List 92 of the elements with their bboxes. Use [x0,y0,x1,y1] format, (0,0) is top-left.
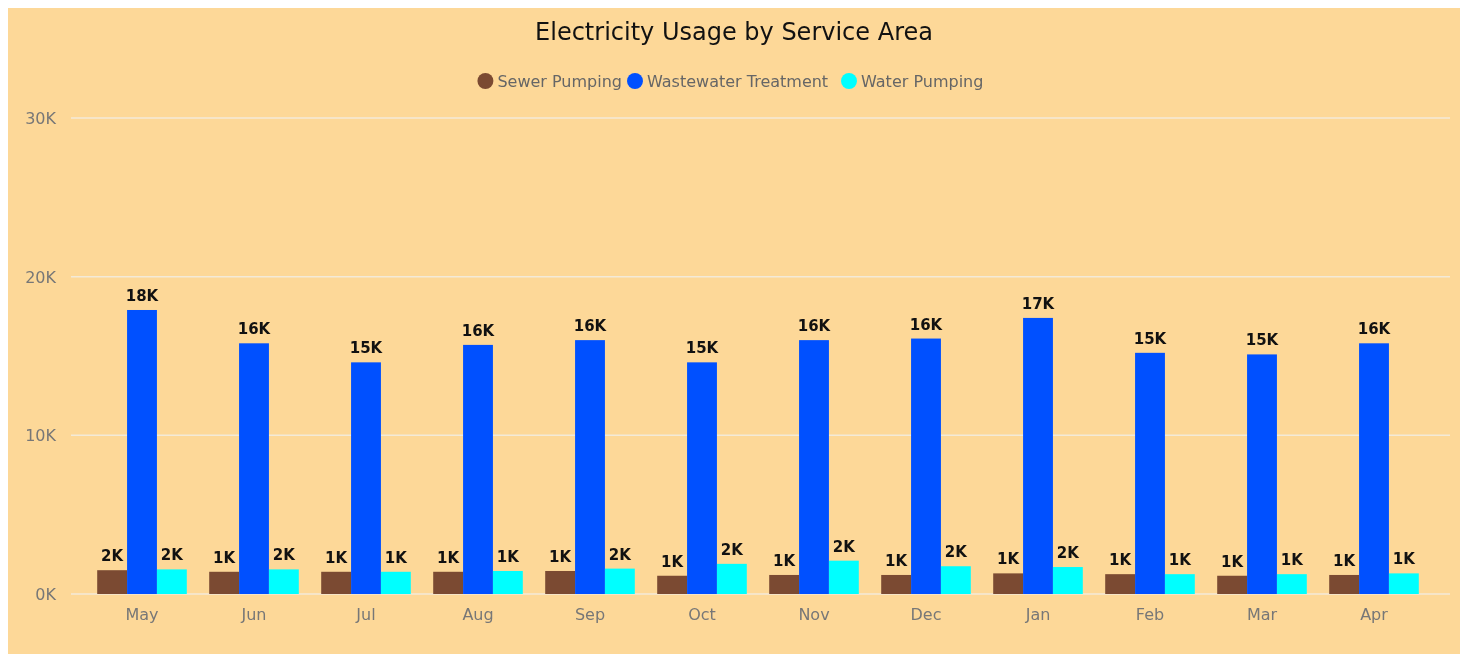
x-tick-label: Aug [462,605,494,624]
bar [1247,354,1277,594]
bar [156,569,187,594]
x-tick-label: Apr [1360,605,1389,624]
data-label: 1K [384,548,409,567]
bar [575,340,605,594]
bar [799,340,829,594]
data-label: 2K [720,540,745,559]
bar [1135,352,1165,594]
bar [604,568,635,594]
data-label: 1K [773,551,797,570]
data-label: 1K [997,550,1021,569]
bar [716,563,747,594]
data-label: 17K [1021,294,1056,313]
bar [209,571,240,594]
bar [1359,343,1389,594]
bar [463,344,493,594]
data-label: 16K [461,321,496,340]
data-label: 1K [661,552,685,571]
bar [239,343,269,594]
x-tick-label: Nov [798,605,830,624]
bar [1329,574,1360,594]
bar [492,570,523,594]
bar [911,338,941,594]
bar [687,362,717,594]
data-label: 16K [1357,320,1392,339]
chart-title: Electricity Usage by Service Area [535,18,933,46]
bar [351,362,381,594]
y-tick-label: 0K [35,585,57,604]
data-label: 1K [325,548,349,567]
legend-label: Wastewater Treatment [647,72,829,91]
bar [993,573,1024,594]
data-label: 2K [944,543,969,562]
data-label: 1K [1168,551,1193,570]
data-label: 2K [832,537,857,556]
data-label: 1K [1280,551,1305,570]
data-label: 1K [549,547,573,566]
x-tick-label: Oct [688,605,716,624]
bar [1164,574,1195,594]
bar [433,571,464,594]
bar [769,574,800,594]
bar [881,574,912,594]
data-label: 15K [1133,329,1168,348]
data-label: 18K [125,286,160,305]
data-label: 15K [1245,331,1280,350]
x-tick-label: Dec [910,605,942,624]
x-tick-label: Mar [1246,605,1278,624]
bar [380,571,411,594]
bar [321,571,352,594]
data-label: 1K [1109,551,1133,570]
bar [1023,317,1053,594]
data-label: 2K [608,545,633,564]
y-tick-label: 30K [25,109,57,128]
data-label: 16K [797,317,832,336]
data-label: 1K [1221,552,1245,571]
data-label: 1K [885,551,909,570]
legend-label: Sewer Pumping [497,72,622,91]
data-label: 1K [213,548,237,567]
bar [97,570,128,594]
bar [940,566,971,594]
bar [1105,574,1136,594]
bar [1217,575,1248,594]
data-label: 16K [237,320,272,339]
data-label: 15K [685,339,720,358]
data-label: 2K [1056,544,1081,563]
data-label: 1K [496,547,521,566]
bar [1052,567,1083,594]
y-tick-label: 20K [25,267,57,287]
x-tick-label: Jan [1024,605,1051,624]
data-label: 1K [437,548,461,567]
bar [657,575,688,594]
data-label: 16K [573,317,608,336]
bar [127,309,157,594]
y-tick-label: 10K [25,426,57,446]
data-label: 2K [101,547,125,566]
bar [545,570,576,594]
bar [1276,574,1307,594]
x-tick-label: Jun [240,605,267,624]
data-label: 16K [909,315,944,334]
data-label: 1K [1392,550,1417,569]
bar [828,560,859,594]
x-tick-label: Sep [574,605,606,624]
data-label: 1K [1333,551,1357,570]
x-tick-label: Jul [355,605,376,624]
data-label: 15K [349,339,384,358]
bar [268,569,299,594]
bar [1388,573,1419,594]
legend-label: Water Pumping [861,72,984,91]
x-tick-label: Feb [1135,605,1165,624]
data-label: 2K [160,546,185,565]
x-tick-label: May [125,605,159,624]
data-label: 2K [272,546,297,565]
